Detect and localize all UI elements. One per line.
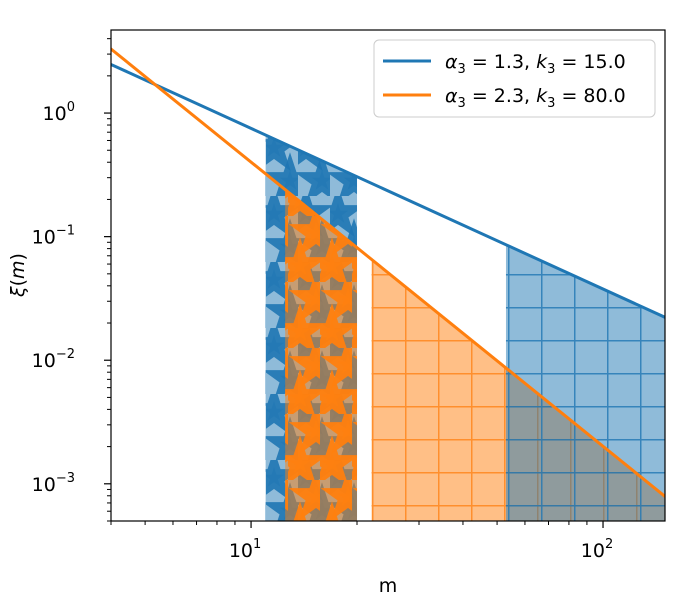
shaded-regions	[265, 135, 665, 521]
x-tick-label: 101	[229, 537, 261, 562]
series-line-2	[111, 47, 665, 499]
region-series-1-grid-2-hatch	[505, 244, 665, 521]
legend-label-1: α3 = 1.3, k3 = 15.0	[445, 51, 626, 77]
x-axis-label: m	[379, 575, 398, 597]
y-tick-label: 10−2	[32, 347, 75, 372]
y-tick-label: 100	[43, 100, 75, 125]
y-tick-label: 10−3	[32, 471, 75, 496]
x-axis-ticks: 101 102	[110, 521, 613, 562]
region-series-2-stars-1-hatch	[285, 189, 358, 521]
y-axis-ticks: 100 10−1 10−2 10−3	[32, 38, 111, 522]
series-line-1	[111, 62, 665, 319]
legend-box	[373, 39, 656, 118]
legend-label-2: α3 = 2.3, k3 = 80.0	[445, 85, 626, 111]
x-tick-label: 102	[581, 537, 613, 562]
y-tick-label: 10−1	[32, 224, 75, 249]
plot-frame	[110, 29, 666, 522]
y-axis-label: ξ(m)	[7, 253, 29, 298]
series-lines	[111, 47, 665, 499]
legend: α3 = 1.3, k3 = 15.0 α3 = 2.3, k3 = 80.0	[373, 39, 656, 118]
